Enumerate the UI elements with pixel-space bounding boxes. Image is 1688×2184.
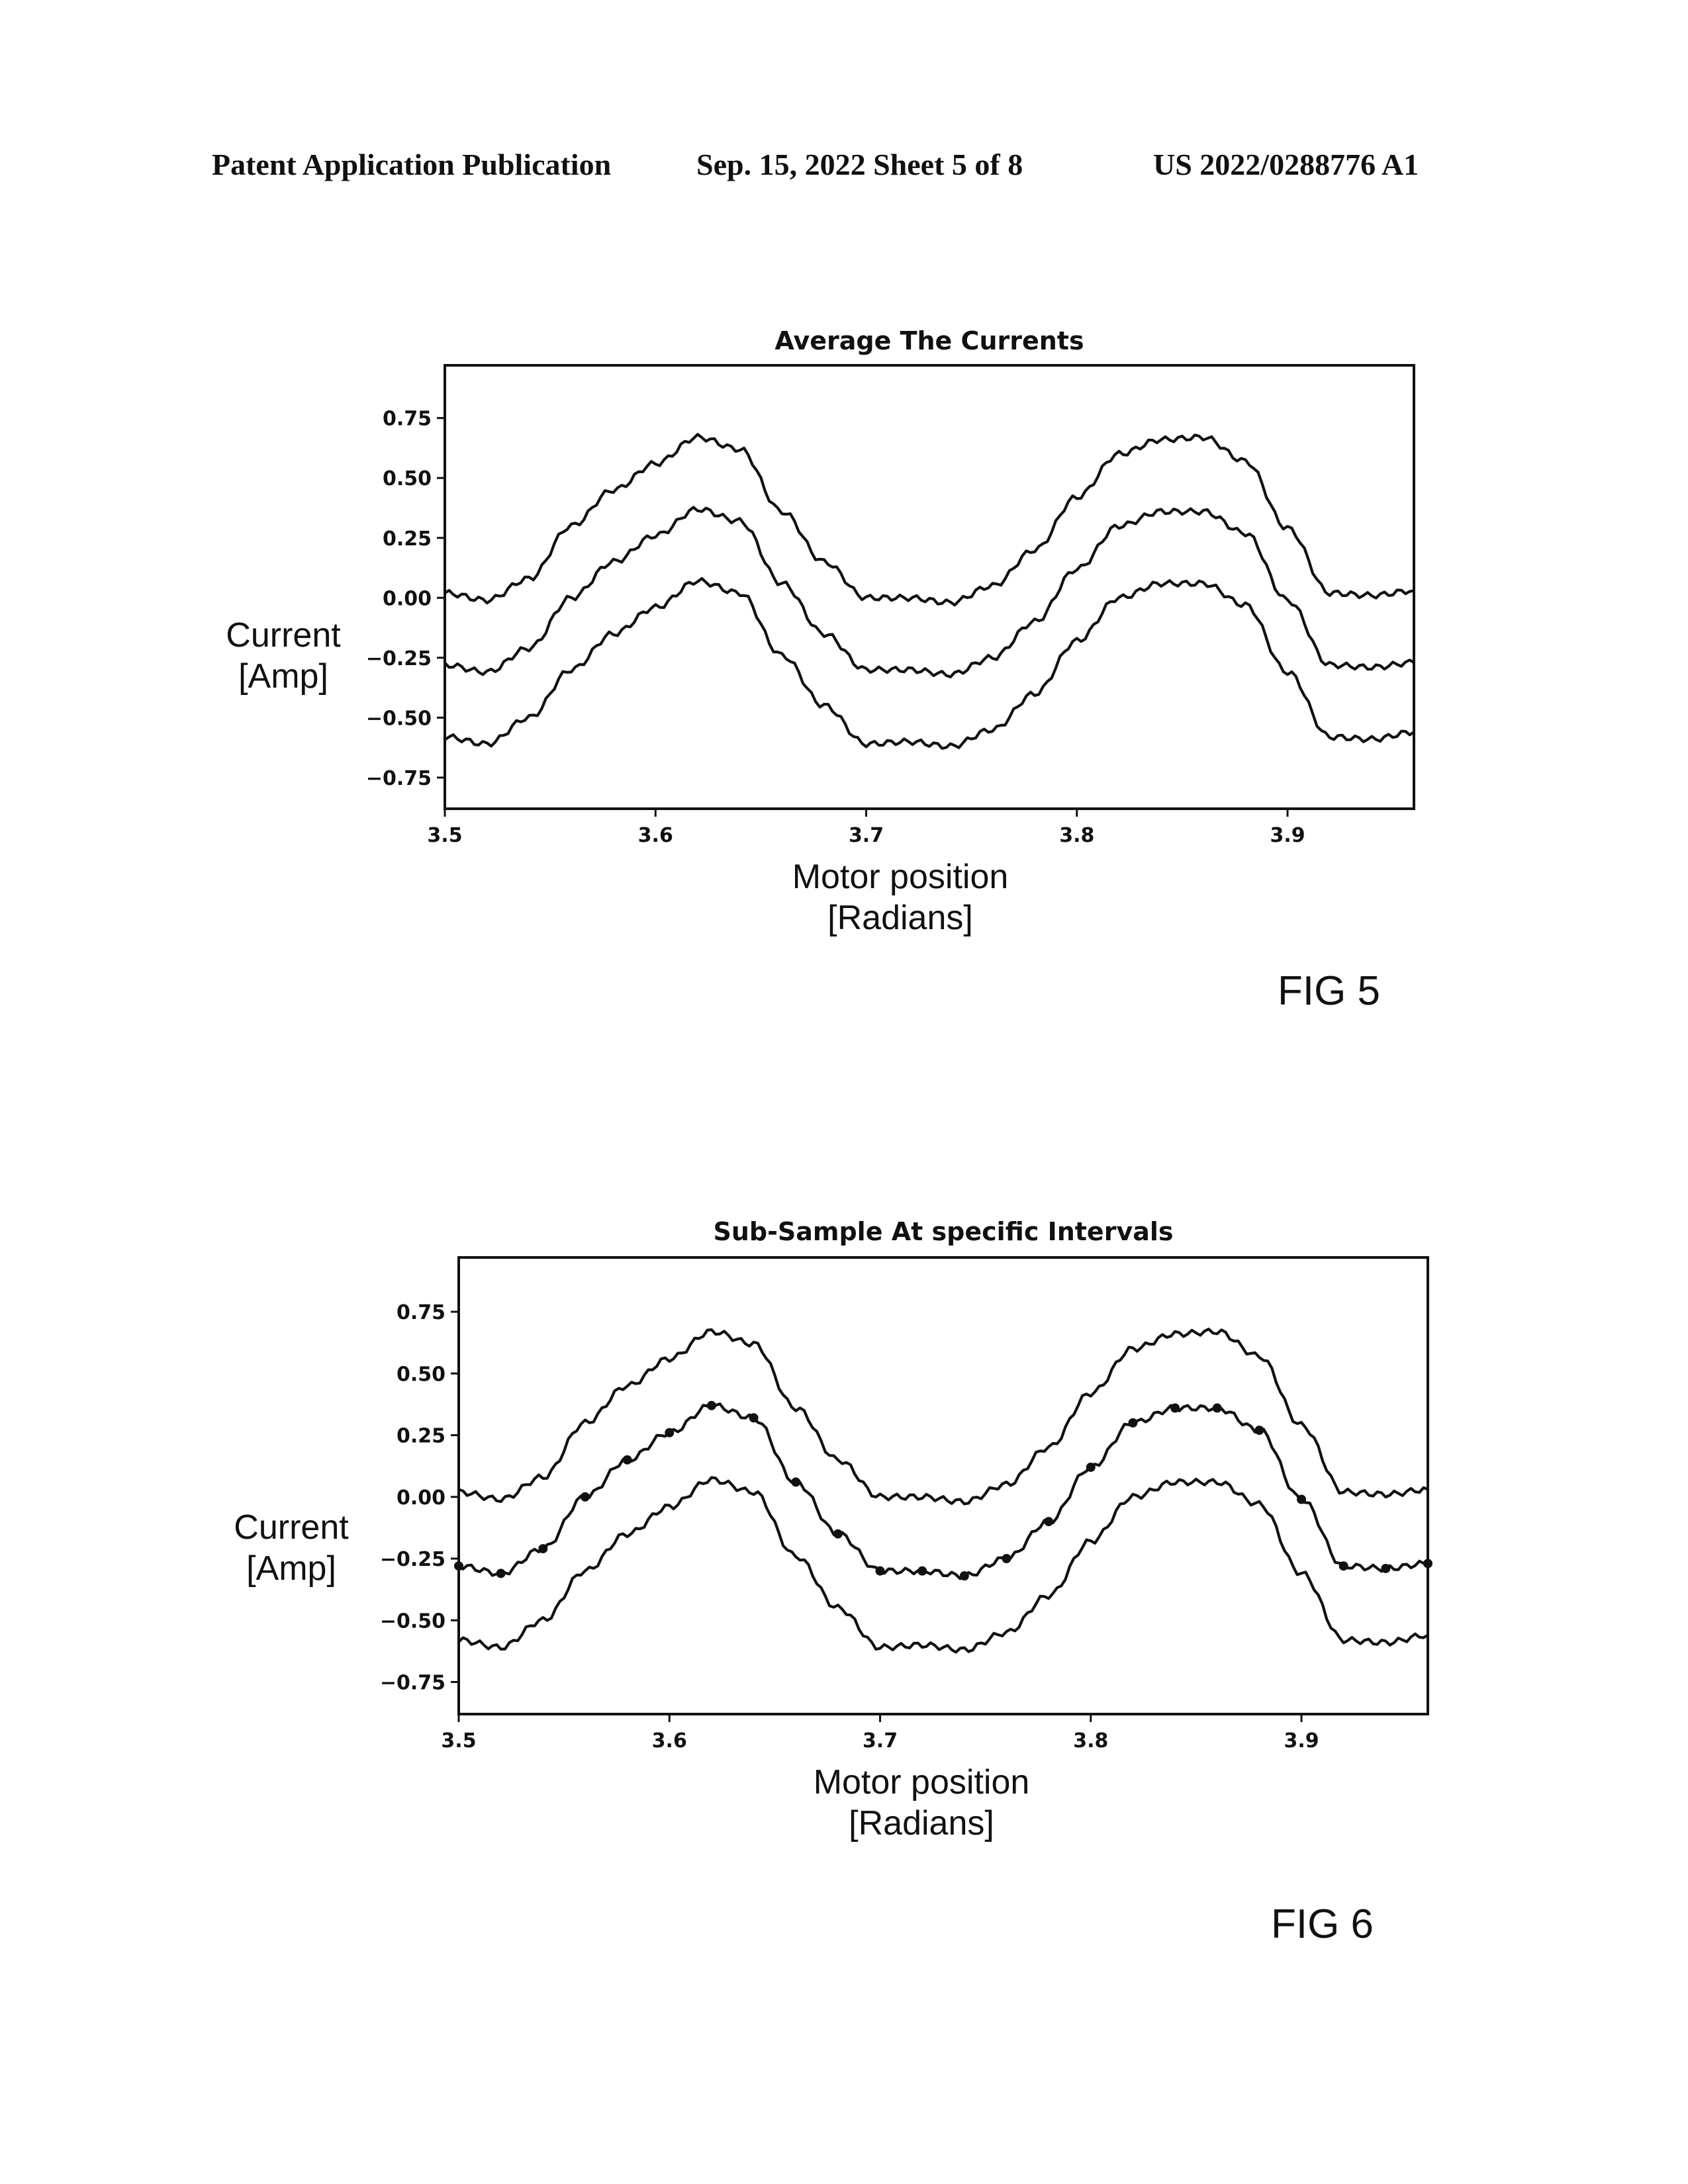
sample-point: [1044, 1517, 1053, 1526]
fig5-chart: Average The Currents 0.75 0.50 0.25 0.00 −0.2…: [0, 318, 1688, 953]
series-line-1: [459, 1329, 1428, 1504]
sample-point: [1086, 1463, 1096, 1472]
chart-title: Average The Currents: [774, 326, 1084, 355]
x-axis-label: Motor position: [814, 1763, 1030, 1801]
y-tick-label: −0.25: [366, 647, 432, 670]
y-axis-label: Current: [234, 1508, 349, 1547]
sample-point: [876, 1567, 885, 1576]
x-axis-label: Motor position: [792, 858, 1009, 896]
x-axis-label: [Radians]: [827, 899, 973, 937]
sample-point: [960, 1571, 969, 1580]
x-tick-label: 3.8: [1073, 1729, 1108, 1752]
sample-point: [917, 1567, 927, 1576]
sample-point: [665, 1428, 674, 1437]
sample-point: [1170, 1404, 1180, 1413]
x-tick-label: 3.9: [1284, 1729, 1319, 1752]
header-date-sheet: Sep. 15, 2022 Sheet 5 of 8: [696, 147, 1023, 182]
y-tick-label: 0.75: [397, 1301, 445, 1324]
sample-point: [496, 1569, 506, 1578]
x-tick-label: 3.7: [849, 824, 884, 847]
y-axis-label: Current: [226, 616, 341, 655]
y-axis-label: [Amp]: [246, 1549, 336, 1588]
fig5-label: FIG 5: [1278, 968, 1380, 1015]
x-tick-label: 3.6: [638, 824, 673, 847]
sample-point: [1128, 1418, 1137, 1428]
series-line-3: [445, 578, 1414, 749]
y-tick-label: −0.75: [366, 767, 432, 790]
sample-point: [833, 1529, 843, 1539]
series-line-3: [459, 1478, 1428, 1653]
y-tick-label: −0.50: [366, 707, 432, 730]
header-patent-number: US 2022/0288776 A1: [1153, 147, 1419, 182]
sample-point: [623, 1455, 632, 1465]
sample-point: [538, 1544, 547, 1553]
sample-point: [581, 1492, 590, 1502]
header-publication-type: Patent Application Publication: [212, 147, 611, 182]
y-tick-label: −0.25: [380, 1548, 445, 1571]
y-tick-label: 0.50: [383, 467, 432, 490]
y-tick-label: −0.50: [380, 1610, 445, 1633]
chart-title: Sub-Sample At specific Intervals: [713, 1217, 1173, 1246]
x-tick-label: 3.8: [1059, 824, 1094, 847]
x-tick-label: 3.5: [441, 1729, 476, 1752]
sample-point: [454, 1561, 463, 1570]
fig6-label: FIG 6: [1271, 1901, 1374, 1948]
x-tick-label: 3.7: [863, 1729, 898, 1752]
y-tick-label: 0.00: [397, 1486, 445, 1510]
sample-point: [791, 1477, 800, 1486]
sample-point: [749, 1413, 759, 1422]
x-axis-label: [Radians]: [849, 1804, 994, 1843]
y-axis-label: [Amp]: [238, 657, 328, 696]
y-tick-label: 0.50: [397, 1363, 445, 1386]
y-tick-label: −0.75: [380, 1672, 445, 1695]
sample-point: [1213, 1404, 1222, 1413]
fig6-chart: Sub-Sample At specific Intervals 0.75 0.50…: [0, 1206, 1688, 1861]
sample-point: [1339, 1561, 1348, 1570]
sample-point: [1254, 1426, 1264, 1435]
sample-point: [1002, 1554, 1011, 1563]
y-tick-label: 0.75: [383, 408, 432, 431]
x-tick-label: 3.5: [427, 824, 462, 847]
x-tick-label: 3.6: [652, 1729, 687, 1752]
sample-point: [1423, 1559, 1432, 1568]
sample-point: [1381, 1564, 1390, 1573]
y-tick-label: 0.25: [397, 1425, 445, 1448]
series-line-1: [445, 434, 1414, 605]
sample-point: [1297, 1495, 1306, 1504]
y-tick-label: 0.25: [383, 527, 432, 551]
plot-frame: [445, 365, 1414, 809]
y-tick-label: 0.00: [383, 587, 432, 610]
sample-point: [707, 1401, 716, 1410]
x-tick-label: 3.9: [1270, 824, 1305, 847]
